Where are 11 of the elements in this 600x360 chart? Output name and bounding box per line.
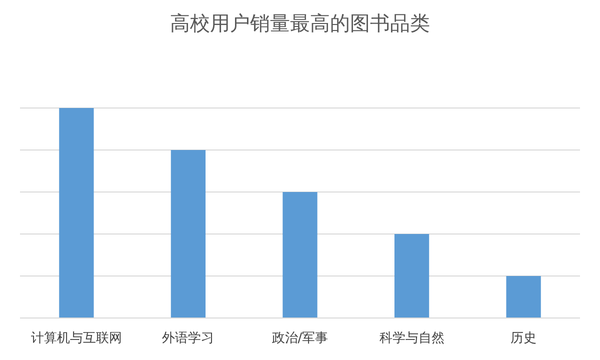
x-tick-label: 计算机与互联网: [30, 331, 122, 346]
bar: [394, 234, 430, 318]
bar: [506, 276, 541, 318]
bar: [170, 150, 206, 318]
bar: [282, 192, 318, 318]
x-tick-label: 历史: [510, 331, 537, 346]
chart-title: 高校用户销量最高的图书品类: [170, 11, 430, 35]
x-tick-label: 外语学习: [162, 331, 214, 346]
x-tick-label: 科学与自然: [379, 331, 444, 346]
x-tick-label: 政治/军事: [272, 331, 328, 346]
bar: [59, 108, 94, 318]
